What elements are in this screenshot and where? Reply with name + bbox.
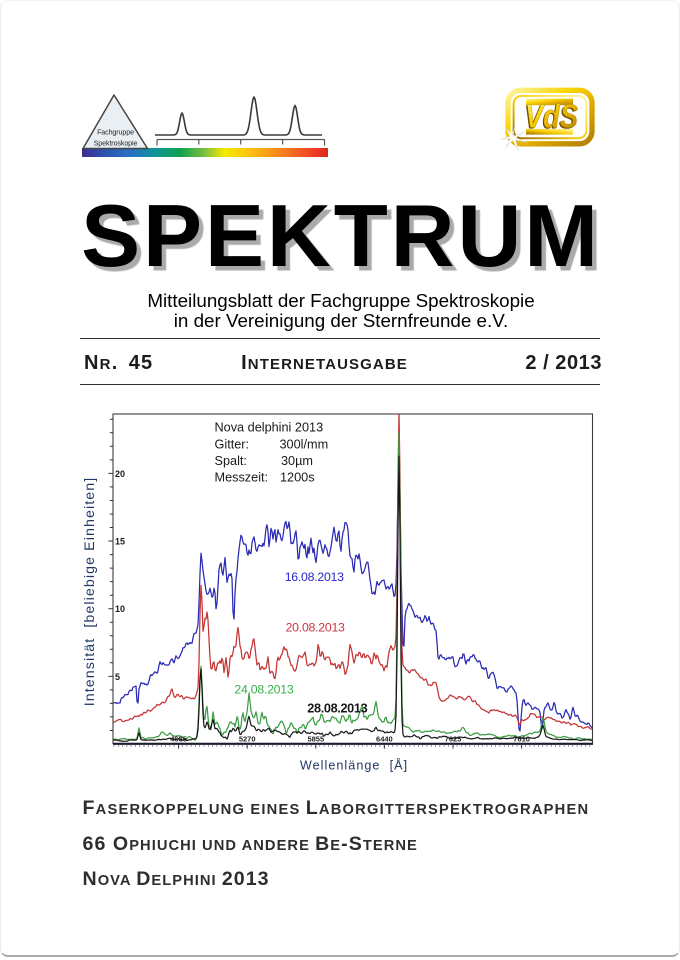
svg-text:VdS: VdS	[524, 99, 577, 136]
svg-text:Gitter:: Gitter:	[215, 437, 250, 451]
svg-text:Messzeit:: Messzeit:	[215, 471, 269, 485]
svg-text:5270: 5270	[239, 735, 256, 744]
svg-text:Nova delphini 2013: Nova delphini 2013	[215, 421, 324, 435]
svg-text:28.08.2013: 28.08.2013	[307, 701, 367, 715]
svg-text:6440: 6440	[376, 735, 393, 744]
svg-text:Intensität [beliebige Einheit: Intensität [beliebige Einheiten]	[82, 477, 98, 707]
svg-text:7025: 7025	[445, 735, 462, 744]
svg-text:Spalt:: Spalt:	[215, 454, 247, 468]
svg-text:4685: 4685	[170, 735, 187, 744]
svg-text:16.08.2013: 16.08.2013	[285, 570, 344, 584]
svg-text:1200s: 1200s	[280, 471, 315, 485]
svg-text:20.08.2013: 20.08.2013	[286, 621, 345, 635]
svg-text:24.08.2013: 24.08.2013	[234, 683, 293, 697]
svg-text:VdS: VdS	[525, 98, 578, 135]
svg-text:20: 20	[115, 469, 125, 479]
svg-text:Spektroskopie: Spektroskopie	[94, 140, 138, 148]
svg-text:10: 10	[115, 604, 125, 614]
svg-text:7610: 7610	[513, 735, 530, 744]
svg-text:5855: 5855	[307, 735, 324, 744]
svg-text:30µm: 30µm	[281, 454, 313, 468]
svg-text:300l/mm: 300l/mm	[280, 437, 329, 451]
svg-text:5: 5	[115, 672, 120, 682]
svg-text:Fachgruppe: Fachgruppe	[97, 129, 134, 137]
svg-text:15: 15	[115, 536, 125, 546]
svg-text:Wellenlänge [Å]: Wellenlänge [Å]	[300, 757, 408, 772]
